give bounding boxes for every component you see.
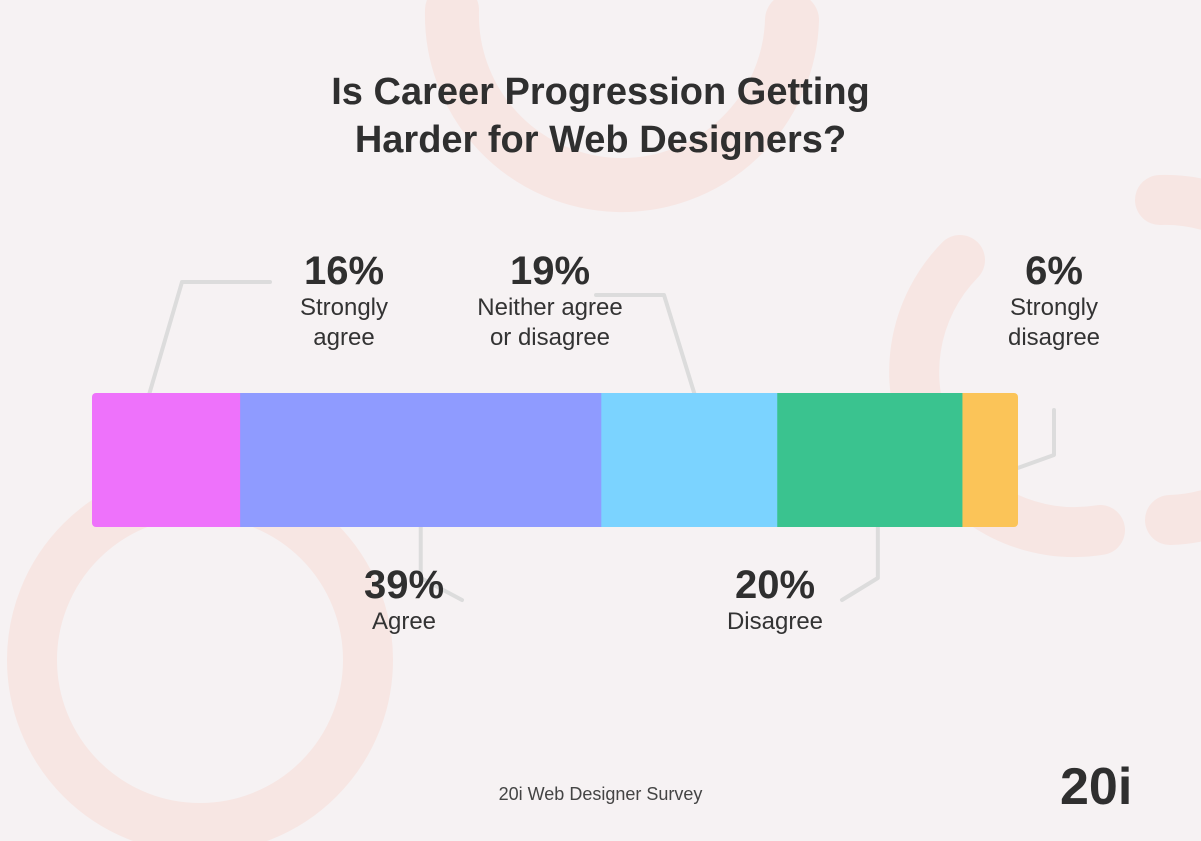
category-label-strongly-agree: Strongly agree bbox=[234, 293, 454, 353]
data-label-agree: 39% bbox=[363, 563, 445, 607]
category-label-line: agree bbox=[313, 324, 375, 351]
category-label-line: disagree bbox=[1007, 324, 1101, 351]
chart-title-line-2: Harder for Web Designers? bbox=[354, 119, 847, 161]
data-label-neither-agree-or-disagree: 19% bbox=[509, 249, 591, 293]
leader-line-neither-agree-or-disagree bbox=[594, 293, 700, 405]
leader-line-agree bbox=[418, 513, 464, 602]
leader-line-disagree bbox=[840, 513, 880, 602]
chart-title: Is Career Progression Getting Harder for… bbox=[200, 68, 1001, 164]
data-label-strongly-agree: 16% bbox=[303, 249, 385, 293]
logo-text: 20i bbox=[1060, 758, 1132, 812]
chart-title-line-1: Is Career Progression Getting bbox=[331, 71, 870, 113]
bar-segment-strongly-disagree bbox=[962, 393, 1018, 527]
survey-source: 20i Web Designer Survey bbox=[498, 784, 703, 804]
callout-strongly-disagree: 6% Strongly disagree bbox=[944, 249, 1164, 353]
data-label-disagree: 20% bbox=[734, 563, 816, 607]
leader-line-strongly-disagree bbox=[1010, 408, 1056, 472]
brand-logo: 20i bbox=[1060, 758, 1132, 812]
category-label-line: or disagree bbox=[489, 324, 611, 351]
category-label-line: Agree bbox=[371, 608, 437, 635]
category-label-strongly-disagree: Strongly disagree bbox=[944, 293, 1164, 353]
callout-strongly-agree: 16% Strongly agree bbox=[234, 249, 454, 353]
category-label-line: Neither agree bbox=[477, 294, 623, 321]
bar-segment-strongly-agree bbox=[92, 393, 241, 527]
callout-agree: 39% Agree bbox=[294, 563, 514, 637]
callout-neither-agree-or-disagree: 19% Neither agree or disagree bbox=[440, 249, 660, 353]
bar-segment-disagree bbox=[777, 393, 964, 527]
category-label-line: Disagree bbox=[726, 608, 824, 635]
category-label-disagree: Disagree bbox=[665, 607, 885, 637]
bar-segments bbox=[92, 393, 1018, 527]
category-label-line: Strongly bbox=[1009, 294, 1099, 321]
decor-ring-top bbox=[424, 0, 819, 212]
bar-segment-neither-agree-or-disagree bbox=[601, 393, 778, 527]
bar-segment-agree bbox=[240, 393, 602, 527]
callout-disagree: 20% Disagree bbox=[665, 563, 885, 637]
category-label-agree: Agree bbox=[294, 607, 514, 637]
data-label-strongly-disagree: 6% bbox=[1025, 249, 1083, 293]
category-label-line: Strongly bbox=[299, 294, 389, 321]
category-label-neither-agree-or-disagree: Neither agree or disagree bbox=[440, 293, 660, 353]
leader-lines bbox=[142, 280, 1056, 602]
leader-line-strongly-agree bbox=[142, 280, 272, 414]
